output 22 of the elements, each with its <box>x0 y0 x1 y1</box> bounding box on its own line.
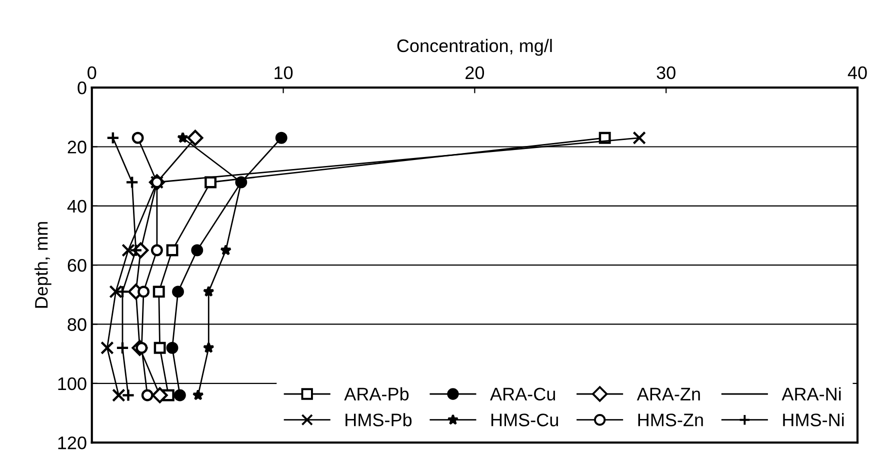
y-axis-title: Depth, mm <box>34 222 52 308</box>
y-tick-label: 40 <box>67 200 86 213</box>
x-tick-label: 20 <box>466 66 484 80</box>
legend-label: HMS-Pb <box>346 413 412 426</box>
y-tick-label: 80 <box>68 318 86 331</box>
legend-label: ARA-Ni <box>782 387 841 400</box>
x-tick-label: 0 <box>88 66 96 80</box>
x-tick-label: 40 <box>848 66 867 80</box>
legend-label: HMS-Ni <box>783 413 844 426</box>
legend-label: HMS-Zn <box>638 414 703 426</box>
legend-label: HMS-Cu <box>491 414 558 426</box>
x-tick-label: 30 <box>656 66 676 80</box>
x-tick-label: 10 <box>274 66 293 80</box>
legend-label: ARA-Zn <box>636 388 700 400</box>
legend-label: ARA-Pb <box>344 387 409 400</box>
y-tick-label: 20 <box>68 140 86 154</box>
legend-label: ARA-Cu <box>490 388 555 400</box>
y-tick-label: 100 <box>58 377 86 390</box>
y-tick-label: 0 <box>78 82 86 94</box>
x-axis-title: Concentration, mg/l <box>397 38 552 56</box>
y-tick-label: 120 <box>58 436 86 450</box>
y-tick-label: 60 <box>68 259 86 272</box>
